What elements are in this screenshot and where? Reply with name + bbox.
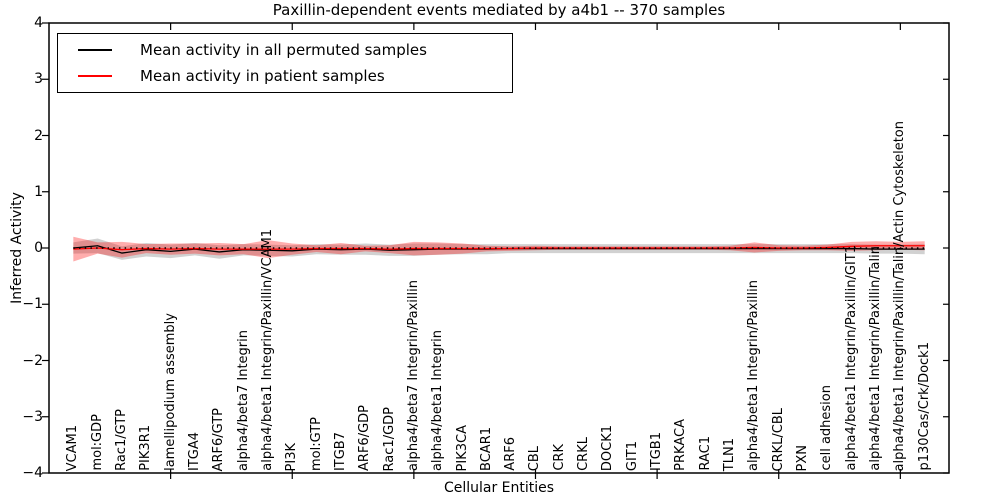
y-tick-label: 0 [34,240,43,256]
legend-line-swatch-patient [78,75,112,78]
y-tick-label: 3 [34,71,43,88]
x-category-label: alpha4/beta1 Integrin/Paxillin [746,279,762,471]
x-category-label: Rac1/GTP [113,409,129,471]
x-category-label: ITGB7 [332,431,348,471]
x-category-label: TLN1 [722,437,738,471]
y-axis-label: Inferred Activity [9,192,25,304]
x-category-label: RAC1 [697,436,713,471]
x-category-label: PRKACA [673,419,689,471]
y-tick-label: 2 [34,127,43,144]
y-tick-label: 4 [34,15,43,31]
chart-title: Paxillin-dependent events mediated by a4… [272,1,726,19]
x-category-label: mol:GDP [89,414,105,471]
x-category-label: alpha4/beta7 Integrin/Paxillin [405,279,421,471]
x-category-label: ARF6 [503,437,519,471]
x-category-label: PIK3CA [454,424,470,471]
legend-item-patient: Mean activity in patient samples [58,63,512,89]
x-category-label: cell adhesion [819,385,835,471]
x-category-label: ARF6/GDP [357,405,373,471]
y-tick-label: −3 [22,408,43,425]
x-category-label: Rac1/GDP [381,406,397,471]
x-category-label: CRK [551,444,567,471]
x-category-label: alpha4/beta1 Integrin/Paxillin/VCAM1 [259,229,275,471]
x-axis-label: Cellular Entities [443,480,555,496]
x-category-label: lamellipodium assembly [162,313,178,471]
y-tick-label: −4 [22,465,43,481]
x-category-label: ARF6/GTP [211,407,227,471]
x-category-label: alpha4/beta7 Integrin [235,329,251,471]
x-category-label: mol:GTP [308,417,324,471]
x-category-label: VCAM1 [65,424,81,471]
legend-label-patient: Mean activity in patient samples [140,67,385,86]
legend: Mean activity in all permuted samples Me… [57,33,513,93]
y-tick-label: −1 [22,296,43,313]
mean-line-1 [73,245,925,251]
y-tick-label: −2 [22,352,43,369]
x-category-label: ITGB1 [649,431,665,471]
x-category-label: ITGA4 [186,431,202,471]
x-category-label: GIT1 [624,440,640,471]
x-category-label: alpha4/beta1 Integrin/Paxillin/Talin/Act… [892,120,908,471]
x-category-label: PIK3R1 [138,425,154,471]
x-category-label: p130Cas/Crk/Dock1 [916,342,932,471]
x-category-label: PI3K [284,442,300,471]
x-category-label: alpha4/beta1 Integrin/Paxillin/GIT1 [843,245,859,471]
legend-label-permuted: Mean activity in all permuted samples [140,40,427,59]
x-category-label: CRKL/CBL [770,407,786,472]
x-category-label: DOCK1 [600,424,616,471]
x-category-label: CBL [527,445,543,471]
legend-item-permuted: Mean activity in all permuted samples [58,37,512,63]
x-category-label: CRKL [576,437,592,471]
x-category-label: BCAR1 [478,427,494,471]
x-category-label: PXN [795,444,811,471]
x-category-label: alpha4/beta1 Integrin/Paxillin/Talin [868,246,884,471]
legend-line-swatch-permuted [78,48,112,51]
x-category-label: alpha4/beta1 Integrin [430,329,446,471]
y-tick-label: 1 [34,183,43,200]
